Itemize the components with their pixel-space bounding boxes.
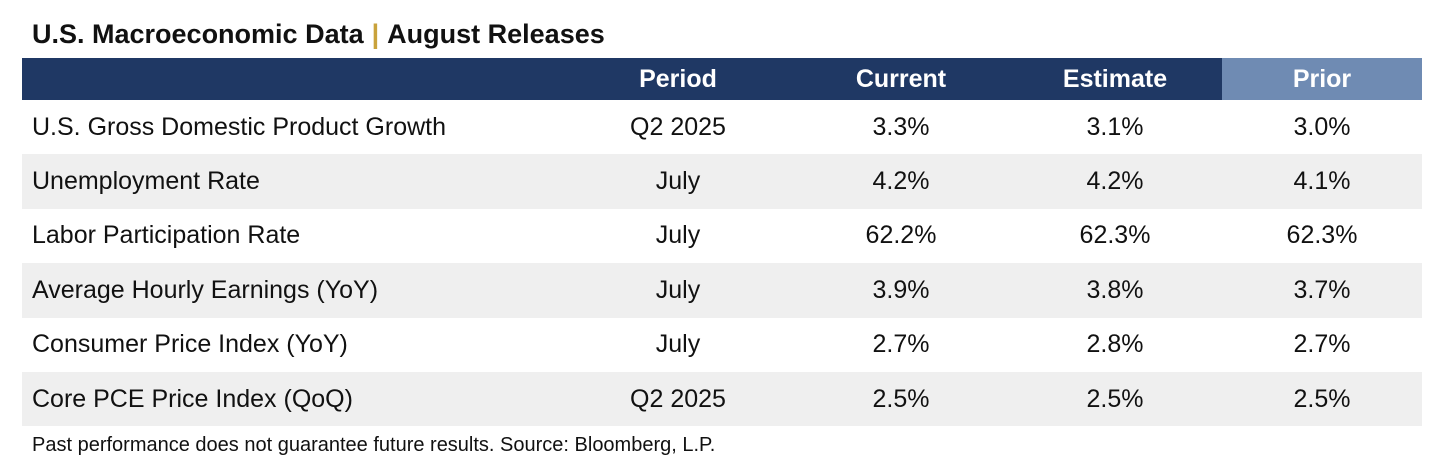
estimate-cell: 4.2% [1008, 154, 1222, 209]
period-cell: Q2 2025 [562, 371, 794, 427]
prior-cell: 2.7% [1293, 330, 1351, 359]
estimate-cell: 62.3% [1079, 221, 1151, 250]
indicator-name: Core PCE Price Index (QoQ) [22, 371, 562, 427]
current-cell: 2.7% [872, 330, 930, 359]
prior-cell: 3.0% [1293, 112, 1351, 141]
estimate-cell: 3.8% [1008, 263, 1222, 318]
period-cell: Q2 2025 [630, 112, 726, 141]
table-row: Labor Participation Rate July 62.2% 62.3… [22, 209, 1422, 263]
title-separator: | [371, 19, 380, 49]
title-sub: August Releases [387, 19, 605, 49]
prior-cell: 62.3% [1286, 221, 1358, 250]
header-prior: Prior [1222, 58, 1422, 100]
table-header-row: Period Current Estimate Prior [22, 58, 1422, 100]
table-row: Core PCE Price Index (QoQ) Q2 2025 2.5% … [22, 371, 1422, 427]
header-period: Period [562, 58, 794, 100]
indicator-name: Consumer Price Index (YoY) [32, 330, 348, 359]
indicator-name: Average Hourly Earnings (YoY) [22, 263, 562, 318]
macro-data-table: Period Current Estimate Prior U.S. Gross… [22, 58, 1422, 427]
table-row: Consumer Price Index (YoY) July 2.7% 2.8… [22, 318, 1422, 372]
current-cell: 3.9% [794, 263, 1008, 318]
indicator-name: Labor Participation Rate [32, 221, 301, 250]
table-row: Unemployment Rate July 4.2% 4.2% 4.1% [22, 154, 1422, 209]
current-cell: 2.5% [794, 371, 1008, 427]
prior-cell: 2.5% [1222, 371, 1422, 427]
table-row: U.S. Gross Domestic Product Growth Q2 20… [22, 100, 1422, 154]
estimate-cell: 2.5% [1008, 371, 1222, 427]
estimate-cell: 3.1% [1086, 112, 1144, 141]
period-cell: July [655, 221, 701, 250]
prior-cell: 4.1% [1222, 154, 1422, 209]
indicator-name: U.S. Gross Domestic Product Growth [32, 112, 447, 141]
estimate-cell: 2.8% [1086, 330, 1144, 359]
current-cell: 4.2% [794, 154, 1008, 209]
page-title: U.S. Macroeconomic Data | August Releases [32, 14, 605, 54]
period-cell: July [562, 263, 794, 318]
current-cell: 62.2% [865, 221, 937, 250]
period-cell: July [655, 330, 701, 359]
title-main: U.S. Macroeconomic Data [32, 19, 364, 49]
header-current: Current [794, 58, 1008, 100]
period-cell: July [562, 154, 794, 209]
header-indicator [22, 58, 562, 100]
source-footnote: Past performance does not guarantee futu… [32, 434, 716, 456]
prior-cell: 3.7% [1222, 263, 1422, 318]
indicator-name: Unemployment Rate [22, 154, 562, 209]
current-cell: 3.3% [872, 112, 930, 141]
table-row: Average Hourly Earnings (YoY) July 3.9% … [22, 263, 1422, 318]
header-estimate: Estimate [1008, 58, 1222, 100]
